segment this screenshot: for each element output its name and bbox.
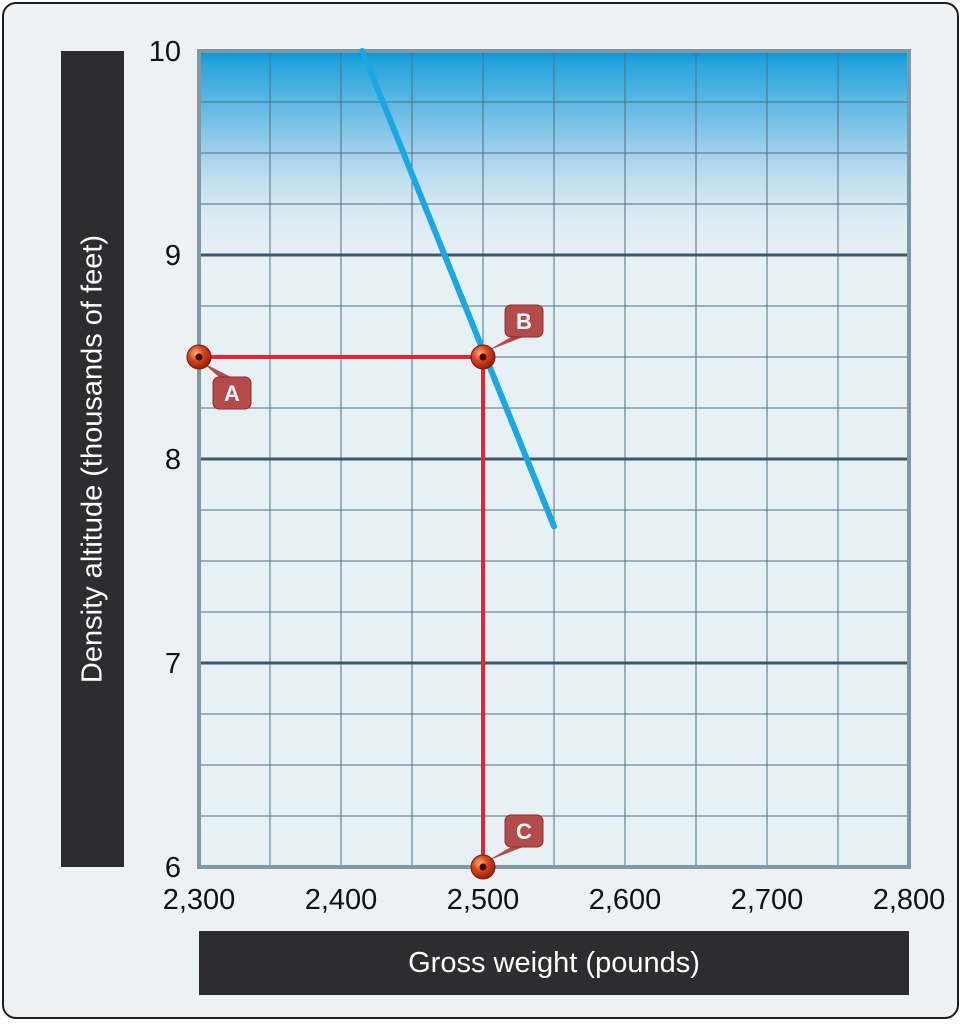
marker-label: C [516,819,532,844]
y-axis-title: Density altitude (thousands of feet) [76,234,108,684]
x-tick-label: 2,800 [873,884,946,916]
series-line [359,48,557,530]
callout-box [504,304,544,338]
marker-label: B [516,309,532,334]
data-marker-center [479,863,487,871]
data-marker-center [479,353,487,361]
marker-label: A [224,381,240,406]
x-tick-label: 2,700 [731,884,804,916]
callout-pointer [203,363,231,377]
x-tick-label: 2,600 [589,884,662,916]
y-tick-label: 6 [165,852,181,884]
callout-pointer [487,847,523,861]
callout-box [212,376,252,410]
callout-box [504,814,544,848]
y-tick-label: 10 [149,36,181,68]
data-marker-center [195,353,203,361]
y-axis-title-box: Density altitude (thousands of feet) [61,51,124,867]
y-tick-label: 8 [165,444,181,476]
x-tick-label: 2,500 [447,884,520,916]
x-axis-title-box: Gross weight (pounds) [199,931,909,995]
x-tick-label: 2,300 [163,884,236,916]
y-tick-label: 9 [165,240,181,272]
plot-frame [197,49,911,869]
x-axis-title: Gross weight (pounds) [408,946,700,979]
y-tick-label: 7 [165,648,181,680]
callout-pointer [487,337,523,351]
x-tick-label: 2,400 [305,884,378,916]
